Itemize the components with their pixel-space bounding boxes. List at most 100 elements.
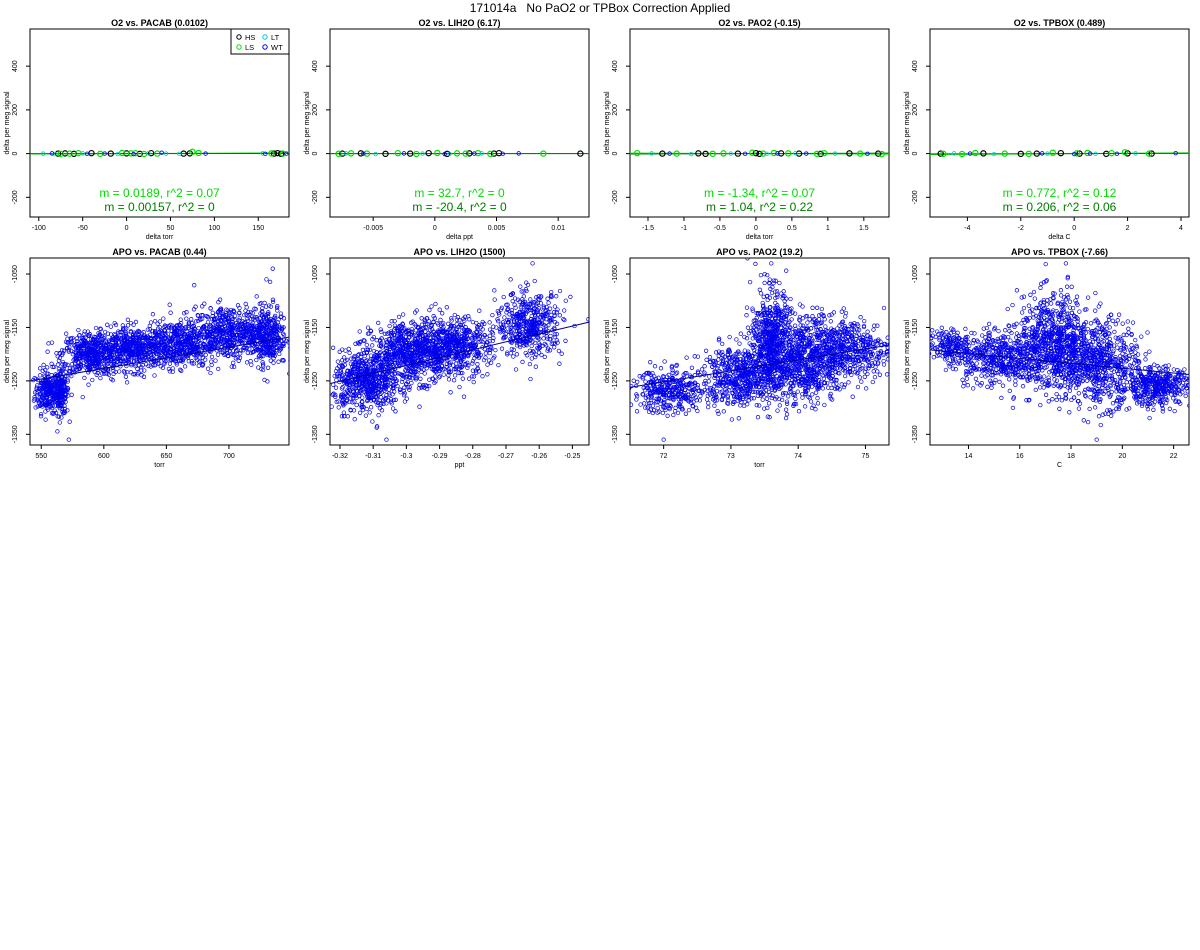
data-point bbox=[250, 320, 255, 326]
data-point bbox=[112, 320, 117, 326]
data-point bbox=[350, 400, 355, 405]
data-point bbox=[520, 309, 525, 314]
data-point bbox=[568, 294, 573, 300]
data-point bbox=[437, 307, 442, 312]
data-point bbox=[528, 297, 533, 302]
data-point bbox=[422, 317, 427, 322]
data-point bbox=[218, 338, 224, 343]
data-point bbox=[514, 343, 520, 348]
data-layer bbox=[630, 149, 889, 158]
data-point bbox=[367, 331, 372, 336]
data-point-LT bbox=[52, 151, 57, 157]
data-point bbox=[212, 320, 217, 325]
data-point bbox=[41, 382, 46, 388]
data-point bbox=[238, 339, 243, 344]
data-point bbox=[446, 377, 452, 382]
data-point bbox=[378, 327, 383, 332]
data-point bbox=[540, 312, 545, 318]
data-point bbox=[470, 374, 475, 379]
data-point bbox=[365, 347, 370, 352]
data-point bbox=[253, 346, 258, 351]
data-point bbox=[510, 298, 515, 304]
data-point bbox=[178, 367, 183, 372]
data-point-WT bbox=[1173, 150, 1178, 156]
data-point-LT bbox=[146, 151, 151, 156]
data-point bbox=[448, 332, 453, 338]
data-point bbox=[102, 329, 108, 335]
data-point bbox=[498, 322, 504, 327]
data-point bbox=[547, 348, 553, 353]
y-tick-label: 400 bbox=[12, 60, 19, 72]
data-point bbox=[202, 338, 207, 343]
data-point bbox=[33, 405, 38, 410]
data-point bbox=[459, 355, 465, 360]
legend-marker-LT bbox=[262, 34, 268, 40]
y-tick-label: -1050 bbox=[12, 265, 19, 283]
data-point bbox=[258, 301, 264, 306]
data-point bbox=[259, 309, 265, 314]
data-point bbox=[443, 341, 448, 347]
data-point bbox=[263, 342, 269, 348]
data-point bbox=[244, 312, 249, 317]
data-point bbox=[414, 369, 419, 374]
data-point bbox=[402, 399, 408, 404]
data-point bbox=[458, 370, 463, 376]
data-point bbox=[44, 371, 50, 376]
data-point bbox=[38, 411, 44, 417]
data-point bbox=[437, 350, 442, 355]
x-tick-label: -0.31 bbox=[365, 453, 381, 460]
data-point bbox=[406, 331, 411, 337]
data-point bbox=[125, 345, 130, 351]
data-point bbox=[365, 325, 371, 330]
data-point bbox=[162, 361, 167, 366]
data-point bbox=[179, 368, 184, 373]
data-point bbox=[102, 334, 107, 339]
data-point bbox=[167, 369, 173, 374]
data-point bbox=[183, 345, 188, 350]
data-point bbox=[249, 316, 254, 322]
data-point-LS bbox=[1121, 149, 1129, 156]
data-point bbox=[369, 395, 374, 400]
data-point bbox=[269, 330, 274, 335]
data-point bbox=[351, 364, 357, 370]
data-point bbox=[464, 334, 469, 339]
data-point bbox=[95, 335, 100, 341]
data-point bbox=[218, 329, 223, 334]
data-point bbox=[449, 316, 454, 321]
data-point bbox=[466, 343, 471, 348]
data-point bbox=[457, 365, 463, 370]
x-tick-label: 650 bbox=[161, 453, 173, 460]
data-point bbox=[479, 338, 484, 344]
x-tick-label: -0.26 bbox=[531, 453, 547, 460]
data-point bbox=[112, 344, 118, 350]
data-point bbox=[49, 405, 55, 411]
data-point bbox=[172, 328, 177, 333]
data-point-WT bbox=[49, 151, 55, 156]
data-point bbox=[47, 380, 52, 386]
data-point bbox=[262, 300, 267, 306]
data-point bbox=[209, 354, 215, 360]
data-point-WT bbox=[742, 151, 748, 157]
x-axis-label: torr bbox=[154, 462, 165, 469]
data-point bbox=[76, 356, 81, 362]
data-point bbox=[363, 384, 368, 389]
data-point bbox=[275, 340, 280, 345]
data-point bbox=[174, 362, 179, 367]
data-point bbox=[250, 338, 256, 343]
data-point bbox=[118, 348, 123, 353]
data-point bbox=[69, 392, 74, 397]
data-point bbox=[213, 358, 218, 363]
data-point bbox=[407, 387, 412, 392]
data-point bbox=[379, 343, 384, 348]
data-point bbox=[288, 332, 289, 336]
data-point bbox=[131, 372, 136, 377]
data-point bbox=[344, 398, 349, 404]
data-point bbox=[554, 338, 560, 343]
data-point bbox=[490, 312, 495, 318]
data-point bbox=[441, 343, 446, 348]
data-point bbox=[57, 420, 62, 425]
data-point bbox=[268, 342, 273, 348]
data-point bbox=[244, 346, 249, 351]
data-point-HS bbox=[875, 150, 882, 157]
data-point bbox=[353, 341, 358, 346]
